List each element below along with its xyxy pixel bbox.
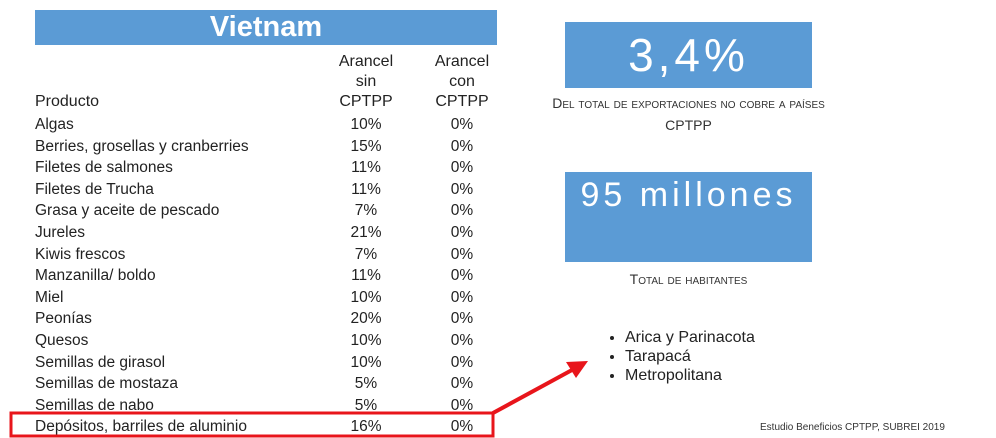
column-header: Arancel sin CPTPP: [321, 52, 411, 112]
product-cell: Semillas de girasol: [35, 353, 166, 371]
header-line: Arancel: [434, 53, 490, 70]
product-cell: Quesos: [35, 332, 89, 349]
header-line: con: [449, 73, 475, 90]
tariff-cell: 0%: [450, 310, 474, 328]
tariff-cell: 0%: [450, 418, 474, 436]
highlight-box: [9, 411, 495, 438]
product-cell: Kiwis frescos: [35, 245, 126, 263]
stat-box: 3,4%: [565, 22, 812, 88]
tariff-cell: 10%: [350, 116, 382, 133]
product-cell: Depósitos, barriles de aluminio: [35, 418, 247, 436]
tariff-cell: 11%: [351, 267, 381, 285]
tariff-table: Producto Arancel sin CPTPP Arancel con CPTPP Al…: [35, 52, 507, 436]
stat-box: 95 millones: [565, 172, 812, 262]
region-item: Metropolitana: [625, 366, 755, 385]
product-cell: Manzanilla/ boldo: [35, 267, 156, 285]
tariff-cell: 7%: [354, 245, 378, 263]
region-item: Tarapacá: [625, 347, 755, 366]
tariff-cell: 0%: [450, 202, 474, 220]
region-list: Arica y ParinacotaTarapacáMetropolitana: [605, 328, 755, 385]
tariff-cell: 15%: [350, 137, 382, 155]
tariff-cell: 5%: [354, 396, 378, 414]
tariff-cell: 21%: [350, 224, 382, 241]
tariff-cell: 10%: [350, 332, 382, 349]
tariff-cell: 0%: [450, 332, 474, 349]
tariff-cell: 10%: [350, 288, 382, 306]
tariff-cell: 11%: [351, 180, 381, 198]
arrow-head: [566, 361, 588, 378]
title-banner: Vietnam: [35, 10, 497, 45]
header-line: CPTPP: [339, 93, 393, 110]
product-cell: Filetes de salmones: [35, 159, 173, 177]
stat-caption: Del total de exportaciones no cobre a pa…: [552, 95, 825, 133]
arrow-shaft: [492, 368, 573, 415]
product-cell: Algas: [35, 116, 74, 133]
header-line: CPTPP: [435, 93, 489, 110]
stat-caption: Total de habitantes: [629, 271, 748, 287]
product-cell: Berries, grosellas y cranberries: [35, 137, 249, 155]
column-header: Arancel con CPTPP: [417, 52, 507, 112]
tariff-cell: 16%: [350, 418, 382, 436]
product-cell: Semillas de nabo: [35, 396, 154, 414]
tariff-cell: 0%: [450, 116, 474, 133]
tariff-cell: 5%: [354, 375, 378, 393]
tariff-cell: 0%: [450, 267, 474, 285]
product-cell: Grasa y aceite de pescado: [35, 202, 220, 220]
product-cell: Miel: [35, 288, 64, 306]
product-cell: Filetes de Trucha: [35, 180, 154, 198]
tariff-cell: 0%: [450, 180, 474, 198]
tariff-cell: 11%: [351, 159, 381, 177]
region-item: Arica y Parinacota: [625, 328, 755, 347]
tariff-cell: 10%: [350, 353, 382, 371]
product-cell: Peonías: [35, 310, 92, 328]
product-cell: Jureles: [35, 224, 85, 241]
tariff-cell: 0%: [450, 159, 474, 177]
header-line: Arancel: [338, 53, 394, 70]
product-cell: Semillas de mostaza: [35, 375, 179, 393]
footnote: Estudio Beneficios CPTPP, SUBREI 2019: [760, 422, 945, 433]
tariff-cell: 0%: [450, 396, 474, 414]
tariff-cell: 20%: [350, 310, 382, 328]
column-header: Producto: [35, 93, 100, 110]
tariff-cell: 0%: [450, 288, 474, 306]
tariff-cell: 0%: [450, 224, 474, 241]
tariff-cell: 0%: [450, 375, 474, 393]
header-line: sin: [355, 73, 377, 90]
tariff-cell: 0%: [450, 353, 474, 371]
tariff-cell: 0%: [450, 245, 474, 263]
tariff-cell: 0%: [450, 137, 474, 155]
tariff-cell: 7%: [354, 202, 378, 220]
